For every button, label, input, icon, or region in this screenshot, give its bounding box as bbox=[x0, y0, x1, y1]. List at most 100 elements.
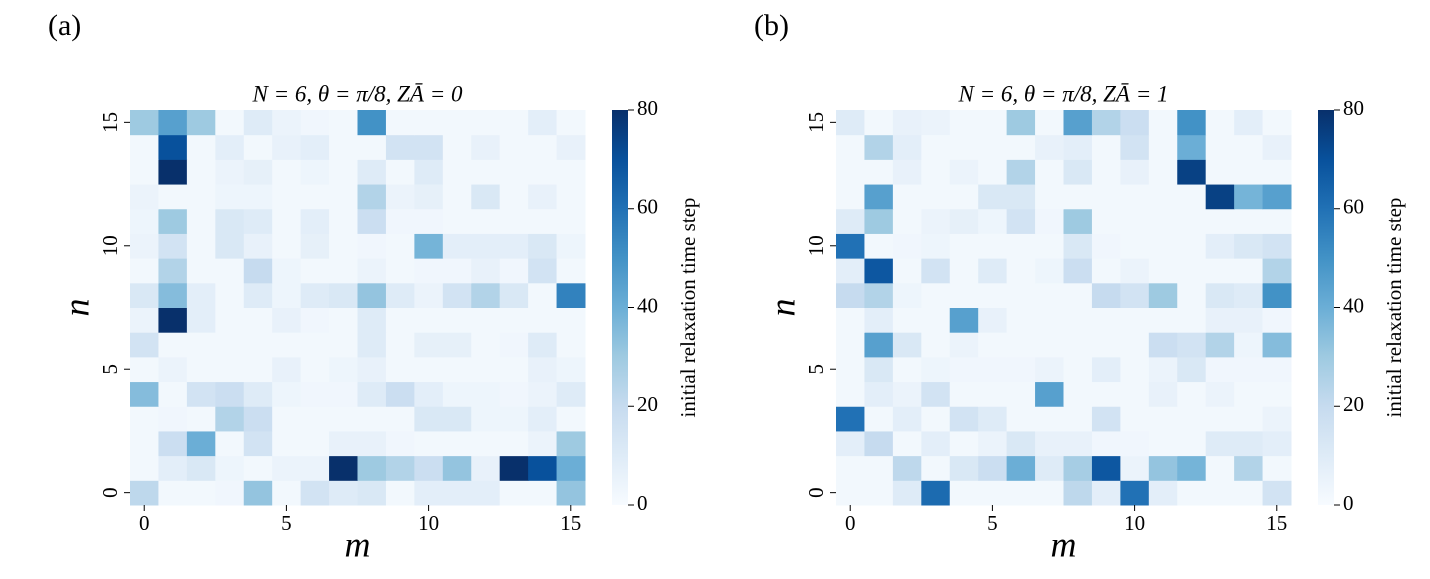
heatmap-cell bbox=[949, 258, 979, 284]
heatmap-cell bbox=[130, 134, 159, 160]
heatmap-cell bbox=[528, 282, 558, 308]
heatmap-cell bbox=[836, 233, 865, 259]
heatmap-cell bbox=[836, 159, 865, 185]
heatmap-cell bbox=[1091, 455, 1121, 481]
heatmap-cell bbox=[215, 282, 245, 308]
heatmap-cell bbox=[1035, 356, 1064, 383]
heatmap-cell bbox=[130, 307, 159, 333]
heatmap-cell bbox=[385, 430, 415, 457]
heatmap-cell bbox=[357, 134, 387, 160]
heatmap-cell bbox=[329, 332, 358, 358]
heatmap-cell bbox=[442, 159, 472, 185]
heatmap-cell bbox=[471, 282, 501, 308]
heatmap-cell bbox=[836, 356, 865, 383]
heatmap-cell bbox=[414, 406, 444, 432]
heatmap-cell bbox=[385, 134, 415, 160]
heatmap-cell bbox=[864, 258, 894, 284]
heatmap-cell bbox=[272, 381, 302, 407]
heatmap-cell bbox=[243, 184, 273, 210]
heatmap-cell bbox=[329, 134, 358, 160]
heatmap-cell bbox=[1063, 381, 1093, 407]
heatmap-cell bbox=[528, 332, 558, 358]
heatmap-cell bbox=[329, 455, 358, 481]
heatmap-cell bbox=[864, 332, 894, 358]
heatmap-cell bbox=[921, 406, 951, 432]
heatmap-cell bbox=[892, 430, 922, 457]
heatmap-cell bbox=[949, 184, 979, 210]
heatmap-cell bbox=[442, 307, 472, 333]
heatmap-cell bbox=[186, 233, 216, 259]
heatmap-cell bbox=[1205, 332, 1235, 358]
heatmap-cell bbox=[300, 184, 330, 210]
heatmap-cell bbox=[892, 134, 922, 160]
heatmap-cell bbox=[215, 208, 245, 234]
colorbar-label: initial relaxation time step bbox=[1382, 198, 1406, 418]
heatmap-cell bbox=[414, 430, 444, 457]
heatmap-cell bbox=[1234, 159, 1264, 185]
heatmap-cell bbox=[1234, 134, 1264, 160]
heatmap-cell bbox=[1262, 430, 1292, 457]
heatmap-cell bbox=[949, 110, 979, 136]
heatmap-cell bbox=[130, 430, 159, 457]
x-axis-label: m bbox=[345, 524, 371, 564]
heatmap-cell bbox=[1091, 282, 1121, 308]
heatmap-cell bbox=[978, 332, 1008, 358]
x-tick-label: 0 bbox=[845, 511, 856, 535]
heatmap-cell bbox=[471, 208, 501, 234]
heatmap-cell bbox=[1035, 208, 1064, 234]
heatmap-cell bbox=[1234, 381, 1264, 407]
heatmap-cell bbox=[158, 332, 188, 358]
heatmap-cell bbox=[158, 208, 188, 234]
heatmap-cell bbox=[556, 307, 586, 333]
heatmap-cell bbox=[1063, 480, 1093, 506]
heatmap-cell bbox=[442, 480, 472, 506]
heatmap-cell bbox=[1148, 430, 1178, 457]
heatmap-cell bbox=[556, 356, 586, 383]
heatmap-cell bbox=[243, 381, 273, 407]
heatmap-cell bbox=[1120, 208, 1150, 234]
heatmap-cell bbox=[357, 356, 387, 383]
heatmap-cell bbox=[1120, 332, 1150, 358]
x-tick-label: 0 bbox=[139, 511, 150, 535]
heatmap-cell bbox=[1262, 381, 1292, 407]
heatmap-cell bbox=[1035, 233, 1064, 259]
heatmap-cell bbox=[130, 480, 159, 506]
heatmap-cell bbox=[949, 455, 979, 481]
heatmap-cell bbox=[1205, 406, 1235, 432]
heatmap-cell bbox=[978, 307, 1008, 333]
heatmap-cell bbox=[158, 307, 188, 333]
heatmap-cell bbox=[921, 381, 951, 407]
heatmap-cell bbox=[385, 184, 415, 210]
heatmap-cell bbox=[272, 184, 302, 210]
colorbar-tick-label: 40 bbox=[637, 293, 658, 317]
heatmap-cell bbox=[442, 282, 472, 308]
heatmap-cell bbox=[1091, 258, 1121, 284]
heatmap-cell bbox=[556, 184, 586, 210]
heatmap-cell bbox=[1148, 381, 1178, 407]
heatmap-cell bbox=[1120, 480, 1150, 506]
heatmap-cell bbox=[836, 332, 865, 358]
heatmap-cell bbox=[556, 332, 586, 358]
heatmap-cell bbox=[1035, 455, 1064, 481]
heatmap-cell bbox=[1148, 356, 1178, 383]
heatmap-cell bbox=[1063, 307, 1093, 333]
heatmap-cell bbox=[186, 332, 216, 358]
heatmap-cell bbox=[1006, 356, 1036, 383]
heatmap-cell bbox=[1205, 455, 1235, 481]
heatmap-cell bbox=[158, 258, 188, 284]
heatmap-cell bbox=[158, 480, 188, 506]
heatmap-cell bbox=[1177, 356, 1207, 383]
heatmap-cell bbox=[556, 282, 586, 308]
heatmap-cell bbox=[499, 455, 529, 481]
heatmap-cell bbox=[978, 159, 1008, 185]
heatmap-cell bbox=[471, 406, 501, 432]
heatmap-cell bbox=[385, 356, 415, 383]
colorbar-tick-label: 20 bbox=[1343, 392, 1364, 416]
colorbar-tick-label: 0 bbox=[1343, 491, 1354, 515]
heatmap-cell bbox=[329, 110, 358, 136]
y-axis-label: n bbox=[762, 299, 802, 317]
heatmap-cell bbox=[272, 159, 302, 185]
chart-title: N = 6, θ = π/8, ZĀ = 1 bbox=[958, 81, 1169, 106]
heatmap-cell bbox=[1091, 406, 1121, 432]
heatmap-cell bbox=[528, 480, 558, 506]
